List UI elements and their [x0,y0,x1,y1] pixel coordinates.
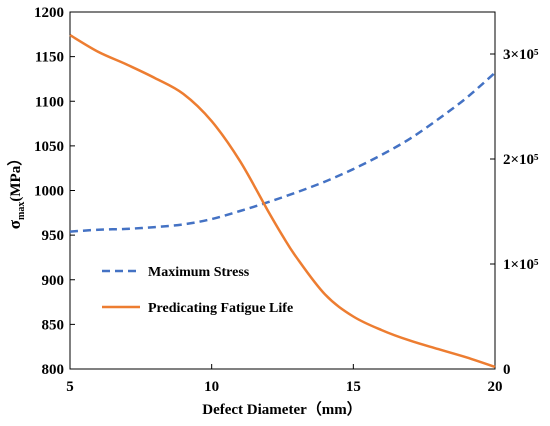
legend-label-maximum-stress: Maximum Stress [148,265,250,280]
y-tick-label: 1000 [34,184,64,200]
y-tick-label: 800 [42,362,65,378]
x-tick-label: 20 [488,379,503,395]
y-tick-label: 1050 [34,139,64,155]
x-axis: 5 10 15 20 [66,364,503,395]
y-tick-label: 850 [42,317,65,333]
y-axis-left: 800 850 900 950 1000 1050 1100 1150 1200 [34,5,75,378]
x-axis-title: Defect Diameter（mm） [202,400,362,418]
y-axis-title-main: σ [5,219,24,229]
y-tick-label: 900 [42,273,65,289]
y2-tick-label: 1×10⁵ [503,257,539,273]
legend-label-fatigue-life: Predicating Fatigue Life [148,301,293,316]
y-tick-label: 1200 [34,5,64,21]
y-tick-label: 1150 [35,50,64,66]
series-line-maximum-stress [69,71,496,233]
y-axis-title-unit: (MPa） [6,151,24,202]
y2-tick-label: 3×10⁵ [503,47,539,63]
series-line-fatigue-life [69,34,496,369]
legend: Maximum Stress Predicating Fatigue Life [102,265,293,316]
y2-tick-label: 2×10⁵ [503,152,539,168]
x-tick-label: 15 [346,379,361,395]
y-axis-right: 0 1×10⁵ 2×10⁵ 3×10⁵ [490,47,539,378]
y-tick-label: 950 [42,228,65,244]
x-tick-label: 5 [66,379,74,395]
y2-tick-label: 0 [503,362,511,378]
y-axis-title: σmax(MPa） [5,151,27,229]
y-axis-title-sub: max [16,202,27,220]
x-tick-label: 10 [204,379,219,395]
y-tick-label: 1100 [35,94,64,110]
